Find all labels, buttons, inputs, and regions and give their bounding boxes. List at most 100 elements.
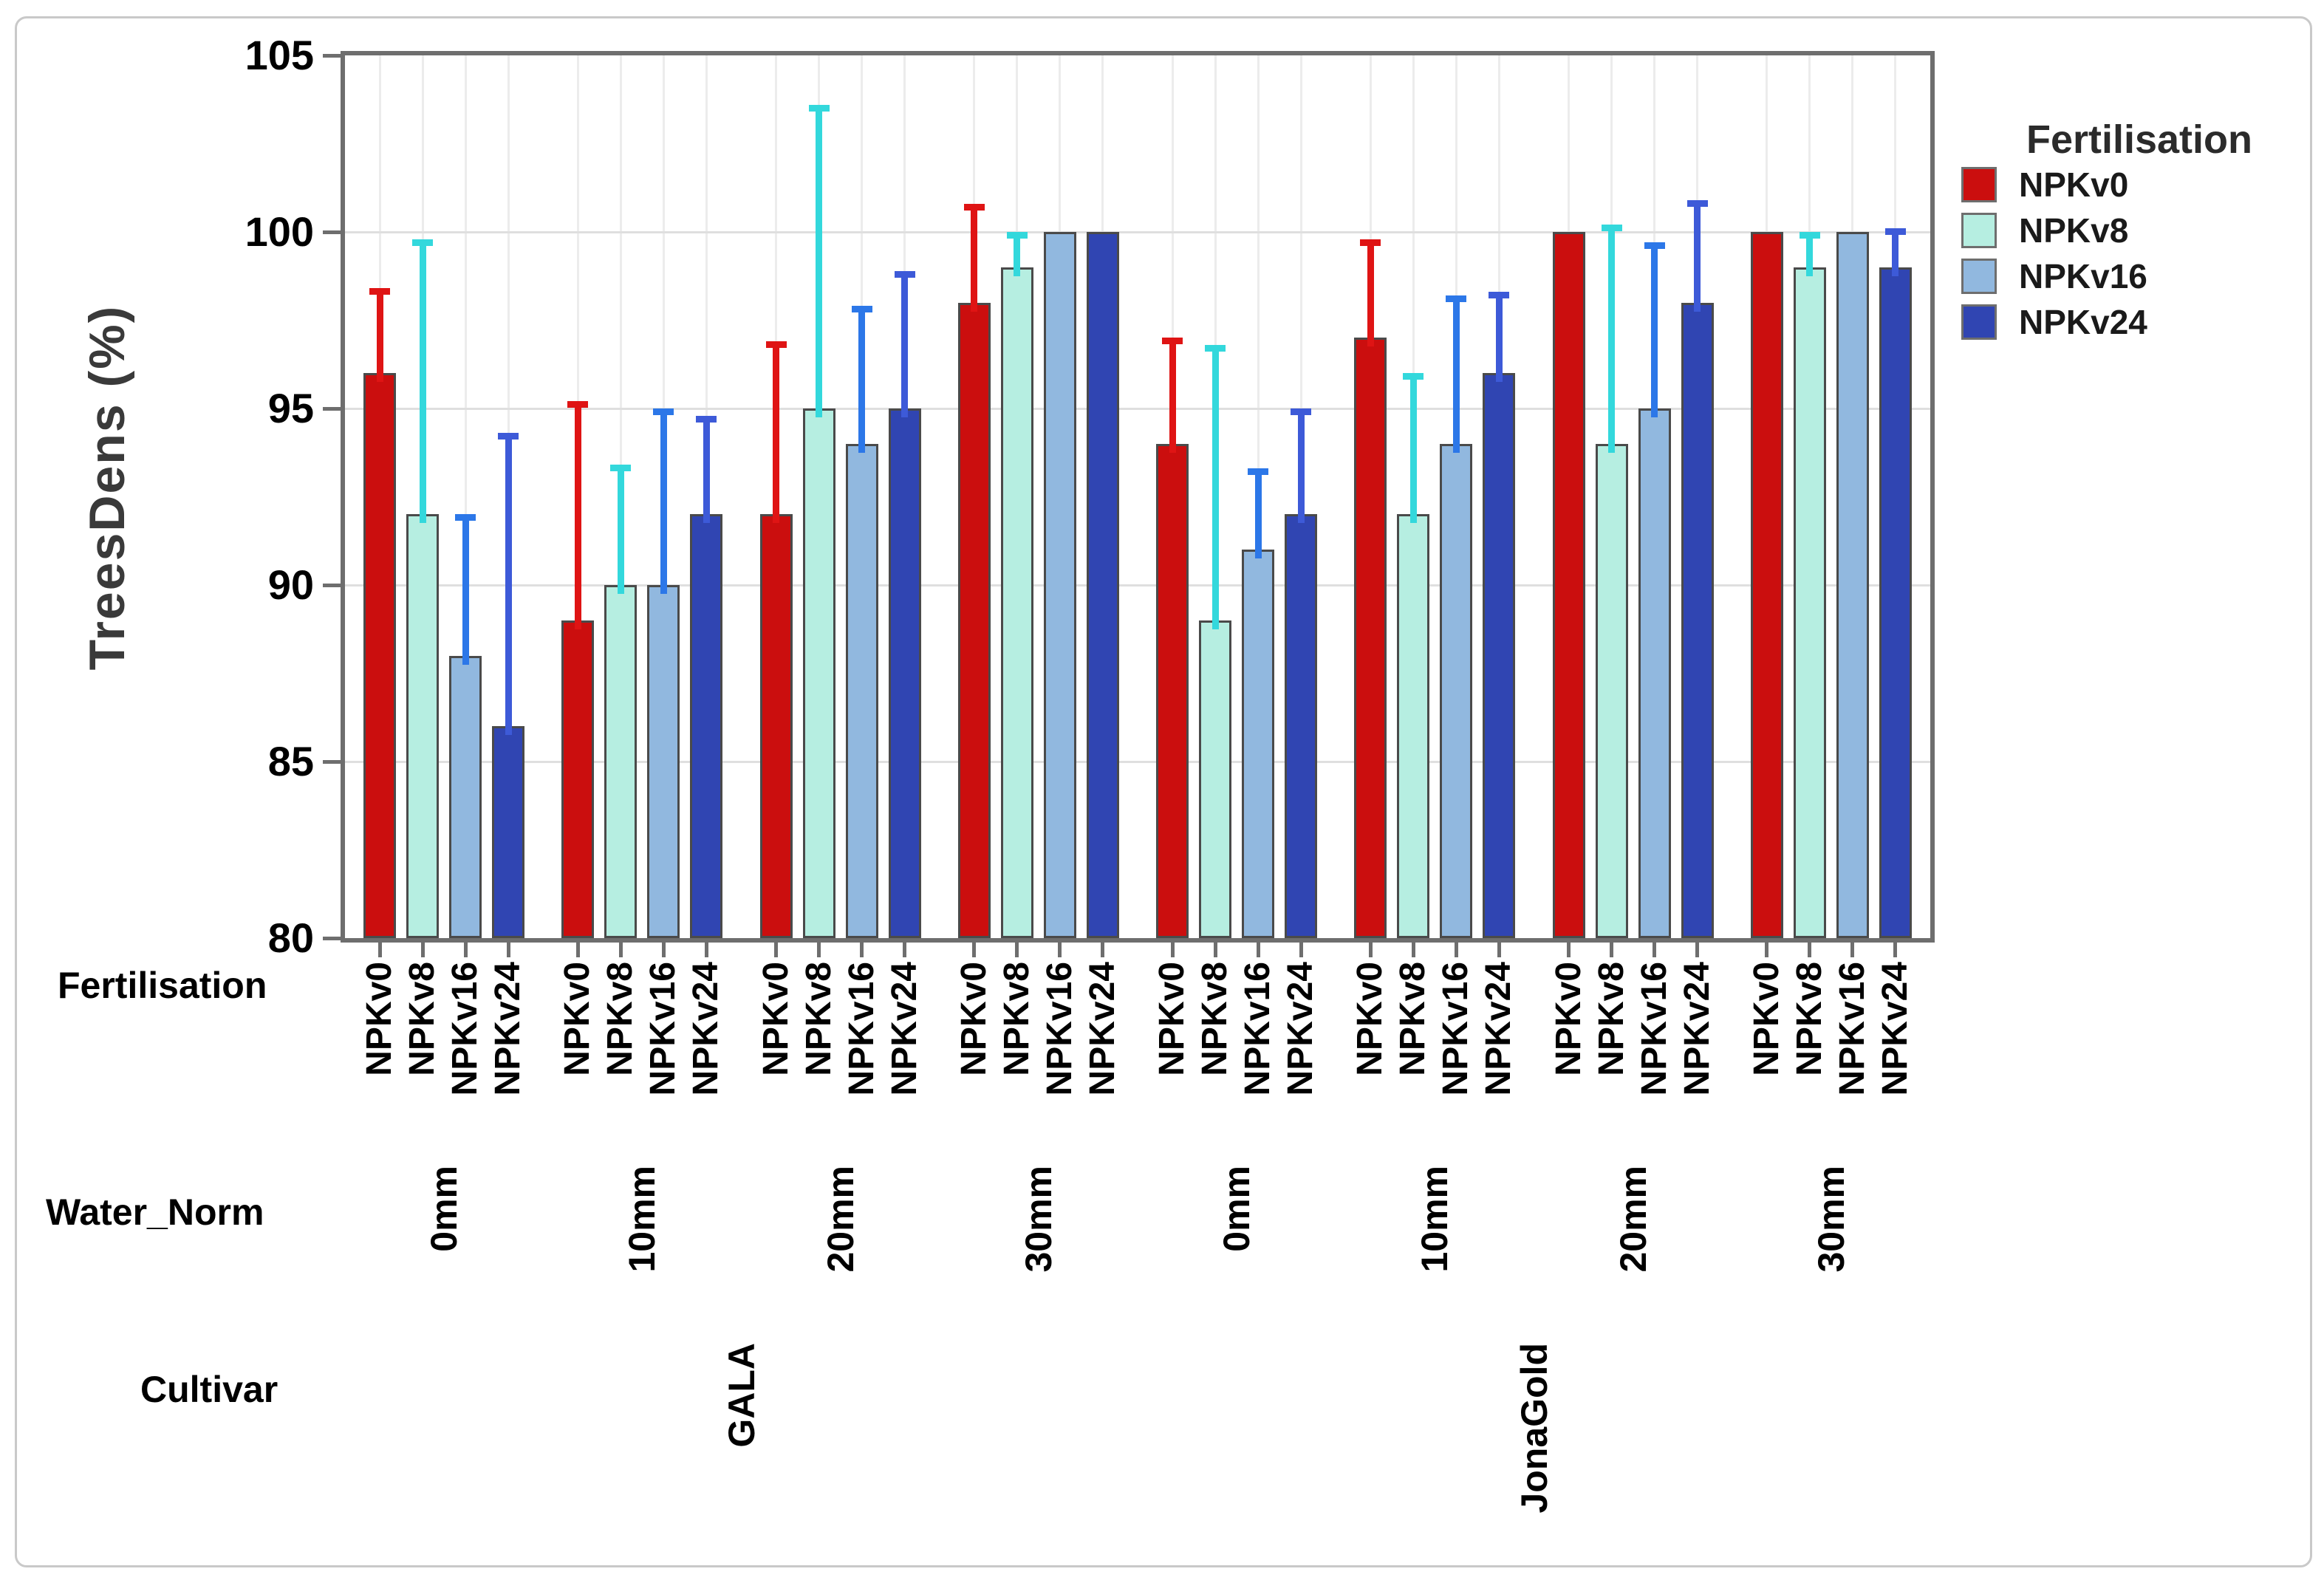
- error-whisker: [1495, 292, 1503, 383]
- x-tick-mark: [1454, 943, 1458, 957]
- error-cap: [894, 270, 915, 278]
- x-tick-mark: [1695, 943, 1700, 957]
- x-tick-mark: [1299, 943, 1303, 957]
- cultivar-tick-label: JonaGold: [1513, 1343, 1555, 1514]
- bar: [1879, 267, 1912, 938]
- gridline-h: [345, 584, 1930, 586]
- fertilisation-tick-label: NPKv24: [1082, 962, 1122, 1096]
- error-cap: [1360, 239, 1381, 246]
- fertilisation-tick-label: NPKv0: [1152, 962, 1192, 1076]
- fertilisation-tick-label: NPKv0: [1746, 962, 1786, 1076]
- legend-swatch-NPKv16: [1961, 259, 1997, 294]
- y-tick-mark: [323, 406, 341, 411]
- error-whisker: [1297, 408, 1305, 524]
- fertilisation-tick-label: NPKv8: [1789, 962, 1829, 1076]
- y-axis-title: TreesDens (%): [79, 304, 135, 671]
- bar: [1638, 408, 1671, 938]
- water-norm-row-header: Water_Norm: [46, 1191, 264, 1233]
- x-tick-mark: [1610, 943, 1614, 957]
- error-whisker: [1608, 225, 1616, 453]
- error-whisker: [971, 203, 978, 312]
- error-whisker: [773, 341, 780, 524]
- fertilisation-tick-label: NPKv0: [359, 962, 399, 1076]
- x-tick-mark: [817, 943, 821, 957]
- cultivar-tick-label: GALA: [720, 1343, 762, 1448]
- x-tick-mark: [1567, 943, 1571, 957]
- error-cap: [653, 408, 674, 415]
- bar: [1836, 232, 1869, 938]
- x-tick-mark: [661, 943, 666, 957]
- error-cap: [1601, 225, 1622, 232]
- x-tick-mark: [420, 943, 425, 957]
- water-norm-tick-label: 30mm: [1810, 1166, 1852, 1273]
- gridline-v: [464, 55, 467, 938]
- error-cap: [1291, 408, 1312, 415]
- fertilisation-tick-label: NPKv0: [954, 962, 994, 1076]
- legend-swatch-NPKv24: [1961, 304, 1997, 340]
- error-whisker: [462, 514, 469, 665]
- y-tick-label: 80: [267, 914, 314, 961]
- error-whisker: [376, 288, 383, 383]
- bar: [1552, 232, 1585, 938]
- fertilisation-tick-label: NPKv0: [1350, 962, 1390, 1076]
- x-tick-mark: [1058, 943, 1062, 957]
- legend-item-label: NPKv0: [2019, 165, 2129, 204]
- fertilisation-tick-label: NPKv0: [1548, 962, 1588, 1076]
- error-whisker: [1452, 295, 1460, 453]
- fertilisation-tick-label: NPKv16: [1039, 962, 1079, 1096]
- error-whisker: [1409, 373, 1417, 524]
- legend-swatch-NPKv0: [1961, 167, 1997, 202]
- error-cap: [1884, 228, 1906, 236]
- x-tick-mark: [575, 943, 580, 957]
- bar: [363, 373, 397, 938]
- error-whisker: [1651, 242, 1658, 417]
- error-whisker: [901, 270, 909, 417]
- y-tick-mark: [323, 53, 341, 58]
- bar: [1242, 550, 1275, 938]
- fertilisation-tick-label: NPKv16: [643, 962, 683, 1096]
- error-cap: [1686, 199, 1708, 207]
- water-norm-tick-label: 20mm: [1612, 1166, 1654, 1273]
- bar: [888, 408, 921, 938]
- y-tick-label: 90: [267, 561, 314, 608]
- error-cap: [1248, 468, 1269, 476]
- water-norm-tick-label: 20mm: [819, 1166, 861, 1273]
- x-tick-mark: [1368, 943, 1373, 957]
- x-tick-mark: [463, 943, 468, 957]
- bar: [1199, 620, 1232, 938]
- bar: [1793, 267, 1826, 938]
- bar: [759, 514, 793, 938]
- fertilisation-tick-label: NPKv24: [1280, 962, 1320, 1096]
- bar: [647, 585, 680, 938]
- x-tick-mark: [1213, 943, 1217, 957]
- error-cap: [498, 433, 519, 440]
- x-tick-mark: [1808, 943, 1812, 957]
- error-cap: [1799, 232, 1820, 239]
- error-whisker: [1892, 228, 1899, 276]
- water-norm-tick-label: 10mm: [621, 1166, 663, 1273]
- bar: [492, 726, 525, 938]
- fertilisation-tick-label: NPKv24: [686, 962, 726, 1096]
- x-tick-mark: [1497, 943, 1501, 957]
- error-whisker: [1211, 344, 1219, 629]
- y-tick-label: 85: [267, 738, 314, 784]
- error-whisker: [617, 465, 624, 594]
- error-whisker: [419, 239, 426, 524]
- x-tick-mark: [903, 943, 907, 957]
- water-norm-tick-label: 30mm: [1017, 1166, 1059, 1273]
- bar: [1000, 267, 1033, 938]
- bar: [1397, 514, 1430, 938]
- legend-item-label: NPKv16: [2019, 257, 2147, 295]
- bar: [604, 585, 638, 938]
- error-whisker: [816, 104, 823, 417]
- y-tick-label: 100: [245, 208, 314, 255]
- error-whisker: [858, 306, 866, 453]
- x-tick-mark: [704, 943, 708, 957]
- figure-frame: [15, 16, 2312, 1567]
- water-norm-tick-label: 0mm: [1215, 1166, 1257, 1252]
- error-cap: [1644, 242, 1665, 250]
- y-tick-label: 95: [267, 385, 314, 431]
- error-whisker: [703, 415, 710, 524]
- fertilisation-tick-label: NPKv16: [841, 962, 881, 1096]
